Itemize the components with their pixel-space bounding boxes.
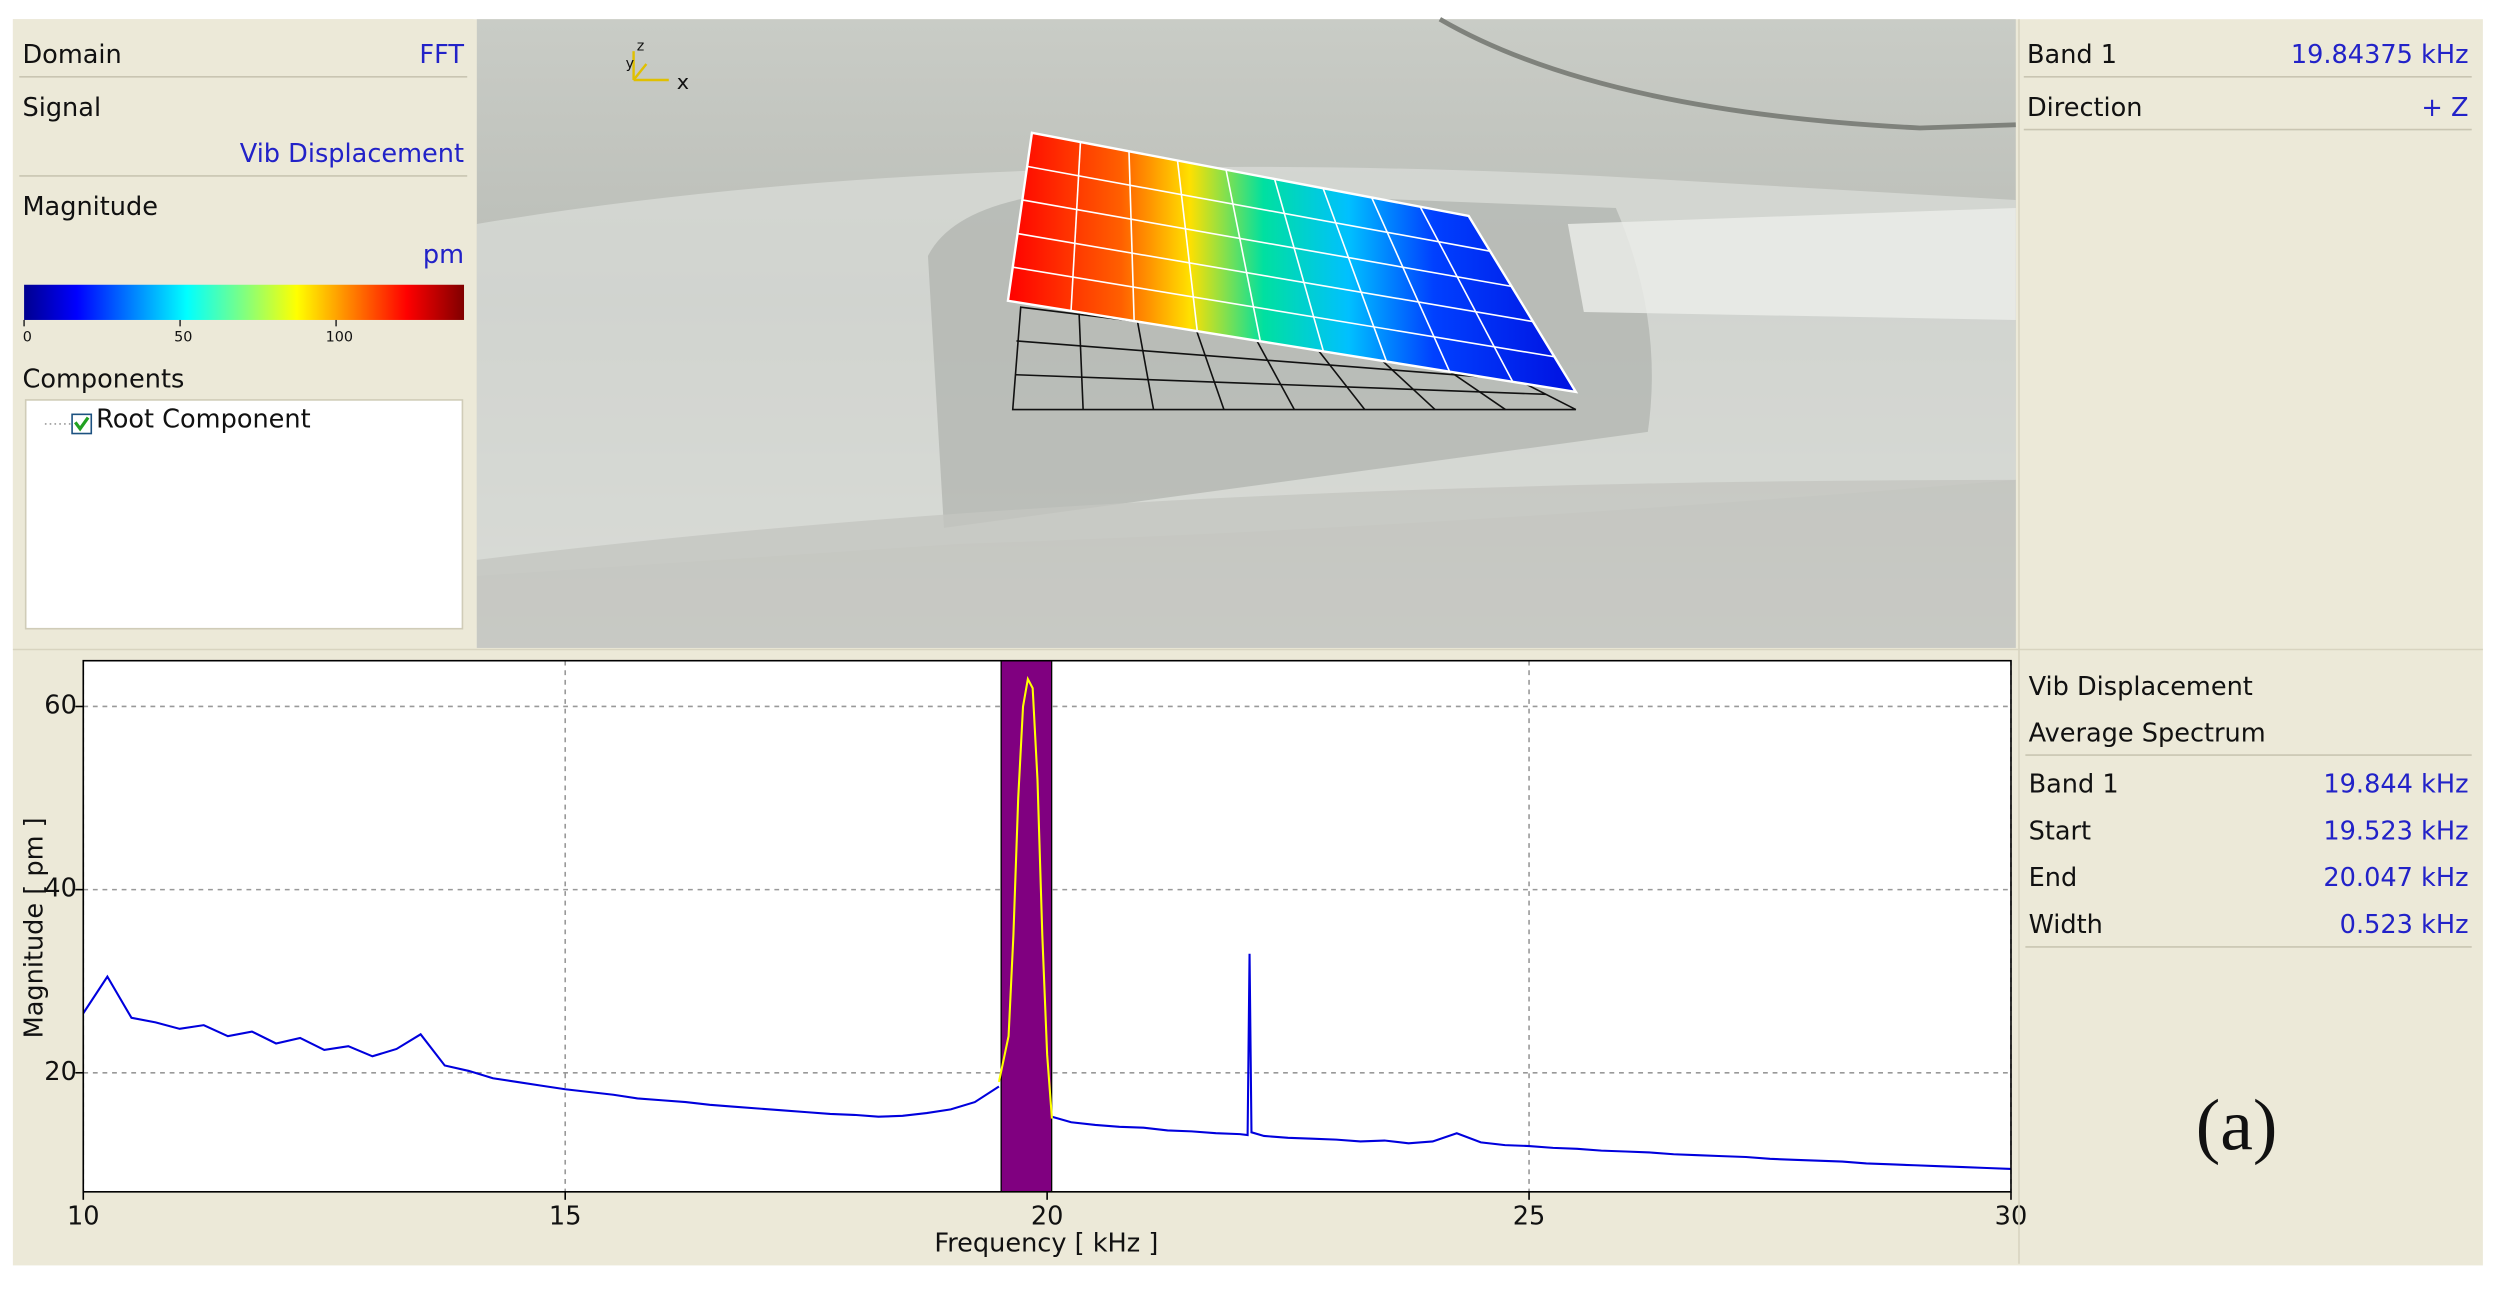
value[interactable]: FFT [419,40,464,70]
band-panel: Band 1 19.84375 kHz Direction + Z [2023,40,2472,131]
mesh-line [1273,178,1325,352]
highlight [1567,207,2016,320]
series-line [997,675,1053,1119]
tree-box [24,399,464,630]
y-axis-label: Magnitude [ pm ] [19,817,49,1038]
label: Signal [22,93,101,123]
row-value: 19.523 kHz [2323,816,2468,846]
mesh [1006,131,1579,411]
row-value: 20.047 kHz [2323,863,2468,893]
triad-y [632,63,648,81]
unit: pm [423,240,464,270]
base-grid-line [1195,328,1225,410]
mesh-line [1176,160,1199,332]
label: Magnitude [22,192,158,222]
mesh-line [1012,266,1555,358]
label: Components [22,365,184,395]
row-label: Direction [2027,93,2143,123]
x-axis-label: Frequency [ kHz ] [934,1229,1158,1259]
plot-border [82,659,2012,1193]
y-tick-label: 40 [44,874,77,904]
row-label: Band 1 [2029,769,2119,799]
series-line [83,953,2011,1170]
row-value: 0.523 kHz [2340,910,2469,940]
mesh-line [1225,169,1262,342]
row-label: Band 1 [2027,40,2117,70]
tree-item[interactable]: Root Component [96,405,311,435]
base-grid-line [1078,314,1084,410]
axis-triad: z y x [626,38,690,94]
axis-z: z [637,38,645,54]
base-grid-line [1253,335,1295,410]
check [74,416,90,432]
base-grid-line [1136,321,1155,410]
colorbar [24,284,465,320]
colorbar-ticks: 0 50 100 [23,319,353,346]
mesh-line [1017,232,1534,323]
part-lower [476,479,2016,648]
mesh-line [1419,206,1514,383]
base-grid-line [1016,340,1517,381]
mesh-line [1322,187,1388,362]
mesh-line [1370,197,1451,373]
label: Domain [22,40,121,70]
row-label: End [2029,863,2078,893]
colorbar-tick-label: 100 [326,330,353,346]
mesh-line [1026,165,1491,252]
axis-x: x [677,70,689,94]
plot-content [83,660,2011,1192]
colorbar-tick-label: 0 [23,330,32,346]
x-tick-label: 30 [1995,1201,2028,1231]
value[interactable]: Vib Displacement [240,139,464,169]
x-tick-label: 25 [1513,1201,1546,1231]
mesh-line [1070,141,1082,311]
row-label: Width [2029,910,2103,940]
mesh-line [1022,199,1512,288]
row-value: 19.844 kHz [2323,769,2468,799]
colorbar-tick-label: 50 [174,330,192,346]
row-value: + Z [2421,93,2468,123]
axis-y: y [626,56,635,72]
band-highlight [1000,660,1053,1192]
edge [1438,17,2016,131]
spectrum-panel: Band 1 19.844 kHz Start 19.523 kHz End 20.047… [2025,769,2472,948]
y-tick-label: 60 [44,690,77,720]
base-grid-line [1015,373,1546,396]
panel-subtitle: Average Spectrum [2029,718,2266,748]
x-tick-label: 10 [67,1201,100,1231]
base-grid-line [1312,342,1366,411]
spectrum-chart: 10 15 20 25 30 20 40 60 [44,660,2028,1231]
mesh-line [1128,151,1135,322]
panel-title: Vib Displacement [2029,672,2253,702]
y-tick-label: 20 [44,1057,77,1087]
row-value: 19.84375 kHz [2291,40,2469,70]
x-tick-label: 20 [1031,1201,1064,1231]
x-tick-label: 15 [549,1201,582,1231]
row-label: Start [2029,816,2091,846]
figure-label: (a) [2196,1084,2278,1166]
